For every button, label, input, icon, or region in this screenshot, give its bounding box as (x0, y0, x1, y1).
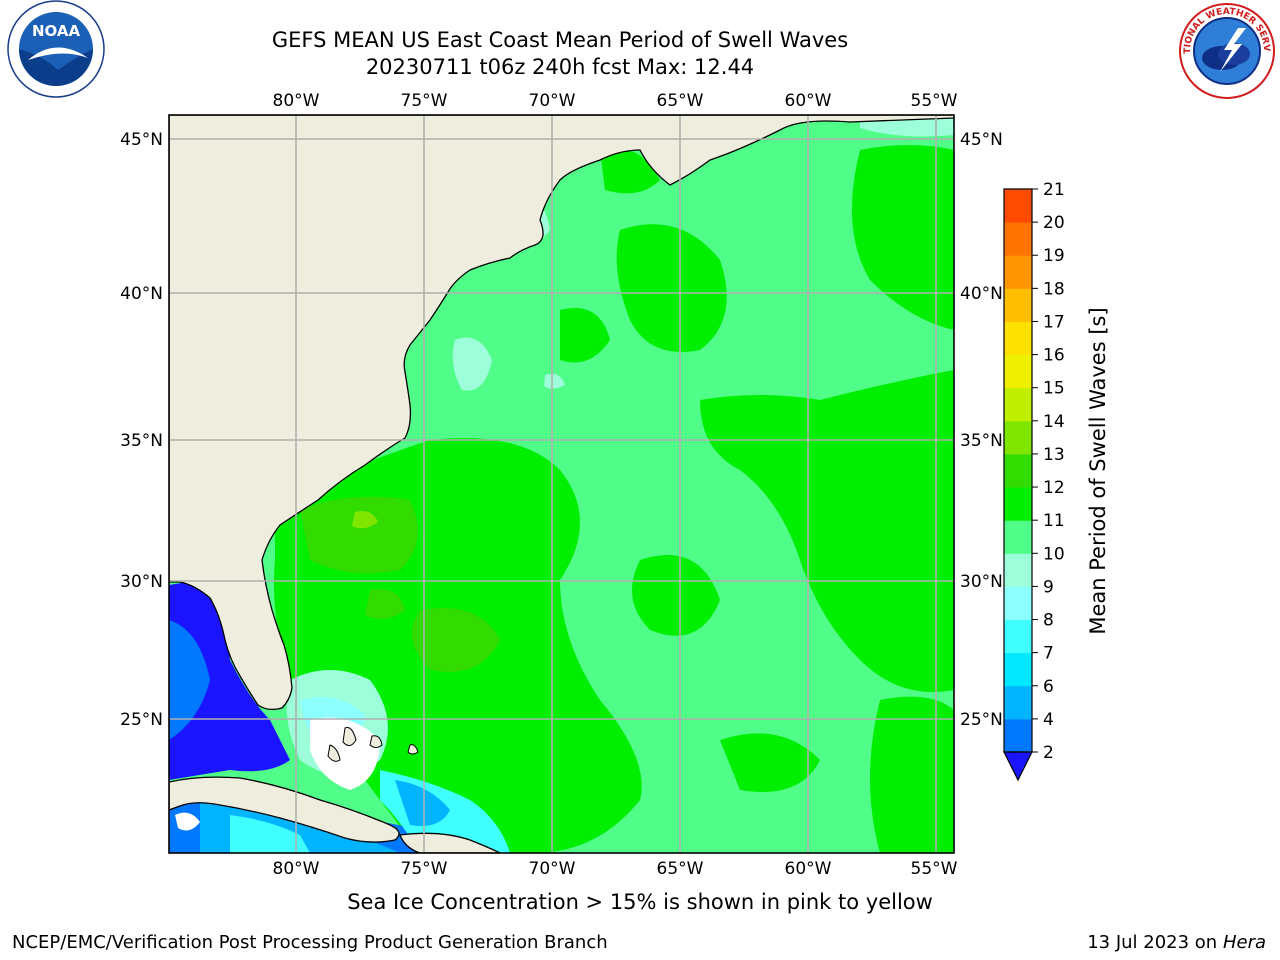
lat-label-left: 45°N (120, 130, 163, 150)
colorbar-tick-label: 14 (1043, 412, 1065, 432)
footer-machine: Hera (1222, 932, 1266, 953)
lon-label-top: 65°W (657, 91, 704, 111)
islands (327, 727, 419, 762)
caption: Sea Ice Concentration > 15% is shown in … (0, 890, 1280, 914)
chart-subtitle: 20230711 t06z 240h fcst Max: 12.44 (365, 55, 755, 79)
colorbar-tick-label: 13 (1043, 445, 1065, 465)
colorbar-segment (1004, 586, 1032, 621)
lon-label-bottom: 65°W (657, 859, 704, 879)
colorbar-tick-label: 7 (1043, 644, 1054, 664)
colorbar-tick-label: 21 (1043, 180, 1065, 200)
colorbar-segment (1004, 288, 1032, 322)
colorbar-tick-label: 4 (1043, 710, 1054, 730)
colorbar-segment (1004, 553, 1032, 587)
lon-label-bottom: 55°W (911, 859, 958, 879)
colorbar-segment (1004, 420, 1032, 455)
swell-field-11-12 (300, 496, 500, 672)
colorbar-tick-label: 15 (1043, 379, 1065, 399)
colorbar-segment (1004, 685, 1032, 720)
colorbar-segment (1004, 619, 1032, 654)
swell-field-12-13 (352, 511, 378, 529)
colorbar-segment (1004, 652, 1032, 687)
lon-label-bottom: 60°W (785, 859, 832, 879)
footer-date-text: 13 Jul 2023 on (1087, 932, 1223, 953)
lon-label-bottom: 75°W (401, 859, 448, 879)
colorbar-tick-label: 12 (1043, 478, 1065, 498)
colorbar-segment (1004, 222, 1032, 256)
lon-label-bottom: 80°W (273, 859, 320, 879)
caption-text: Sea Ice Concentration > 15% is shown in … (347, 890, 933, 914)
colorbar-tick-label: 19 (1043, 246, 1065, 266)
lon-label-top: 60°W (785, 91, 832, 111)
colorbar-under-arrow (1003, 751, 1033, 782)
colorbar-segment (1004, 354, 1032, 389)
colorbar-segment (1004, 255, 1032, 289)
colorbar-frame (1003, 188, 1033, 753)
map-area (169, 115, 954, 853)
lat-label-left: 40°N (120, 284, 163, 304)
lat-label-right: 30°N (960, 572, 1003, 592)
colorbar-tick-label: 11 (1043, 511, 1065, 531)
lon-label-top: 55°W (911, 91, 958, 111)
lon-label-top: 75°W (401, 91, 448, 111)
colorbar-tick-label: 8 (1043, 611, 1054, 631)
colorbar-tick-label: 17 (1043, 312, 1065, 332)
lon-label-bottom: 70°W (529, 859, 576, 879)
footer-date: 13 Jul 2023 on Hera (1087, 932, 1266, 953)
lat-label-right: 25°N (960, 710, 1003, 730)
colorbar-tick-label: 9 (1043, 577, 1054, 597)
lat-label-left: 25°N (120, 710, 163, 730)
colorbar-segment (1004, 718, 1032, 753)
lon-label-top: 70°W (529, 91, 576, 111)
colorbar-segment (1004, 321, 1032, 356)
lat-label-right: 40°N (960, 284, 1003, 304)
colorbar-title: Mean Period of Swell Waves [s] (1086, 307, 1110, 634)
chart-title: GEFS MEAN US East Coast Mean Period of S… (271, 28, 849, 52)
noaa-logo-text: NOAA (32, 22, 81, 40)
lat-label-right: 45°N (960, 130, 1003, 150)
colorbar-tick-label: 20 (1043, 213, 1065, 233)
lat-label-left: 35°N (120, 431, 163, 451)
colorbar-segment (1004, 520, 1032, 554)
colorbar-tick-label: 16 (1043, 346, 1065, 366)
colorbar-segment (1004, 487, 1032, 521)
land-mass (169, 115, 954, 853)
lat-label-right: 35°N (960, 431, 1003, 451)
colorbar-segment (1004, 387, 1032, 422)
footer-credit: NCEP/EMC/Verification Post Processing Pr… (12, 932, 608, 953)
colorbar: 2 4 6 7 8 9 10 11 12 13 14 15 16 17 18 19 20 21 (1003, 180, 1065, 782)
noaa-logo: NOAA (7, 0, 105, 98)
colorbar-segment (1004, 453, 1032, 488)
map-frame (168, 114, 955, 854)
colorbar-tick-label: 2 (1043, 743, 1054, 763)
nws-logo: NATIONAL WEATHER SERVICE (1176, 2, 1275, 99)
colorbar-segment (1004, 189, 1032, 223)
colorbar-tick-label: 10 (1043, 544, 1065, 564)
gridlines (169, 115, 954, 853)
colorbar-tick-label: 18 (1043, 279, 1065, 299)
lon-label-top: 80°W (273, 91, 320, 111)
colorbar-tick-label: 6 (1043, 677, 1054, 697)
lat-label-left: 30°N (120, 572, 163, 592)
